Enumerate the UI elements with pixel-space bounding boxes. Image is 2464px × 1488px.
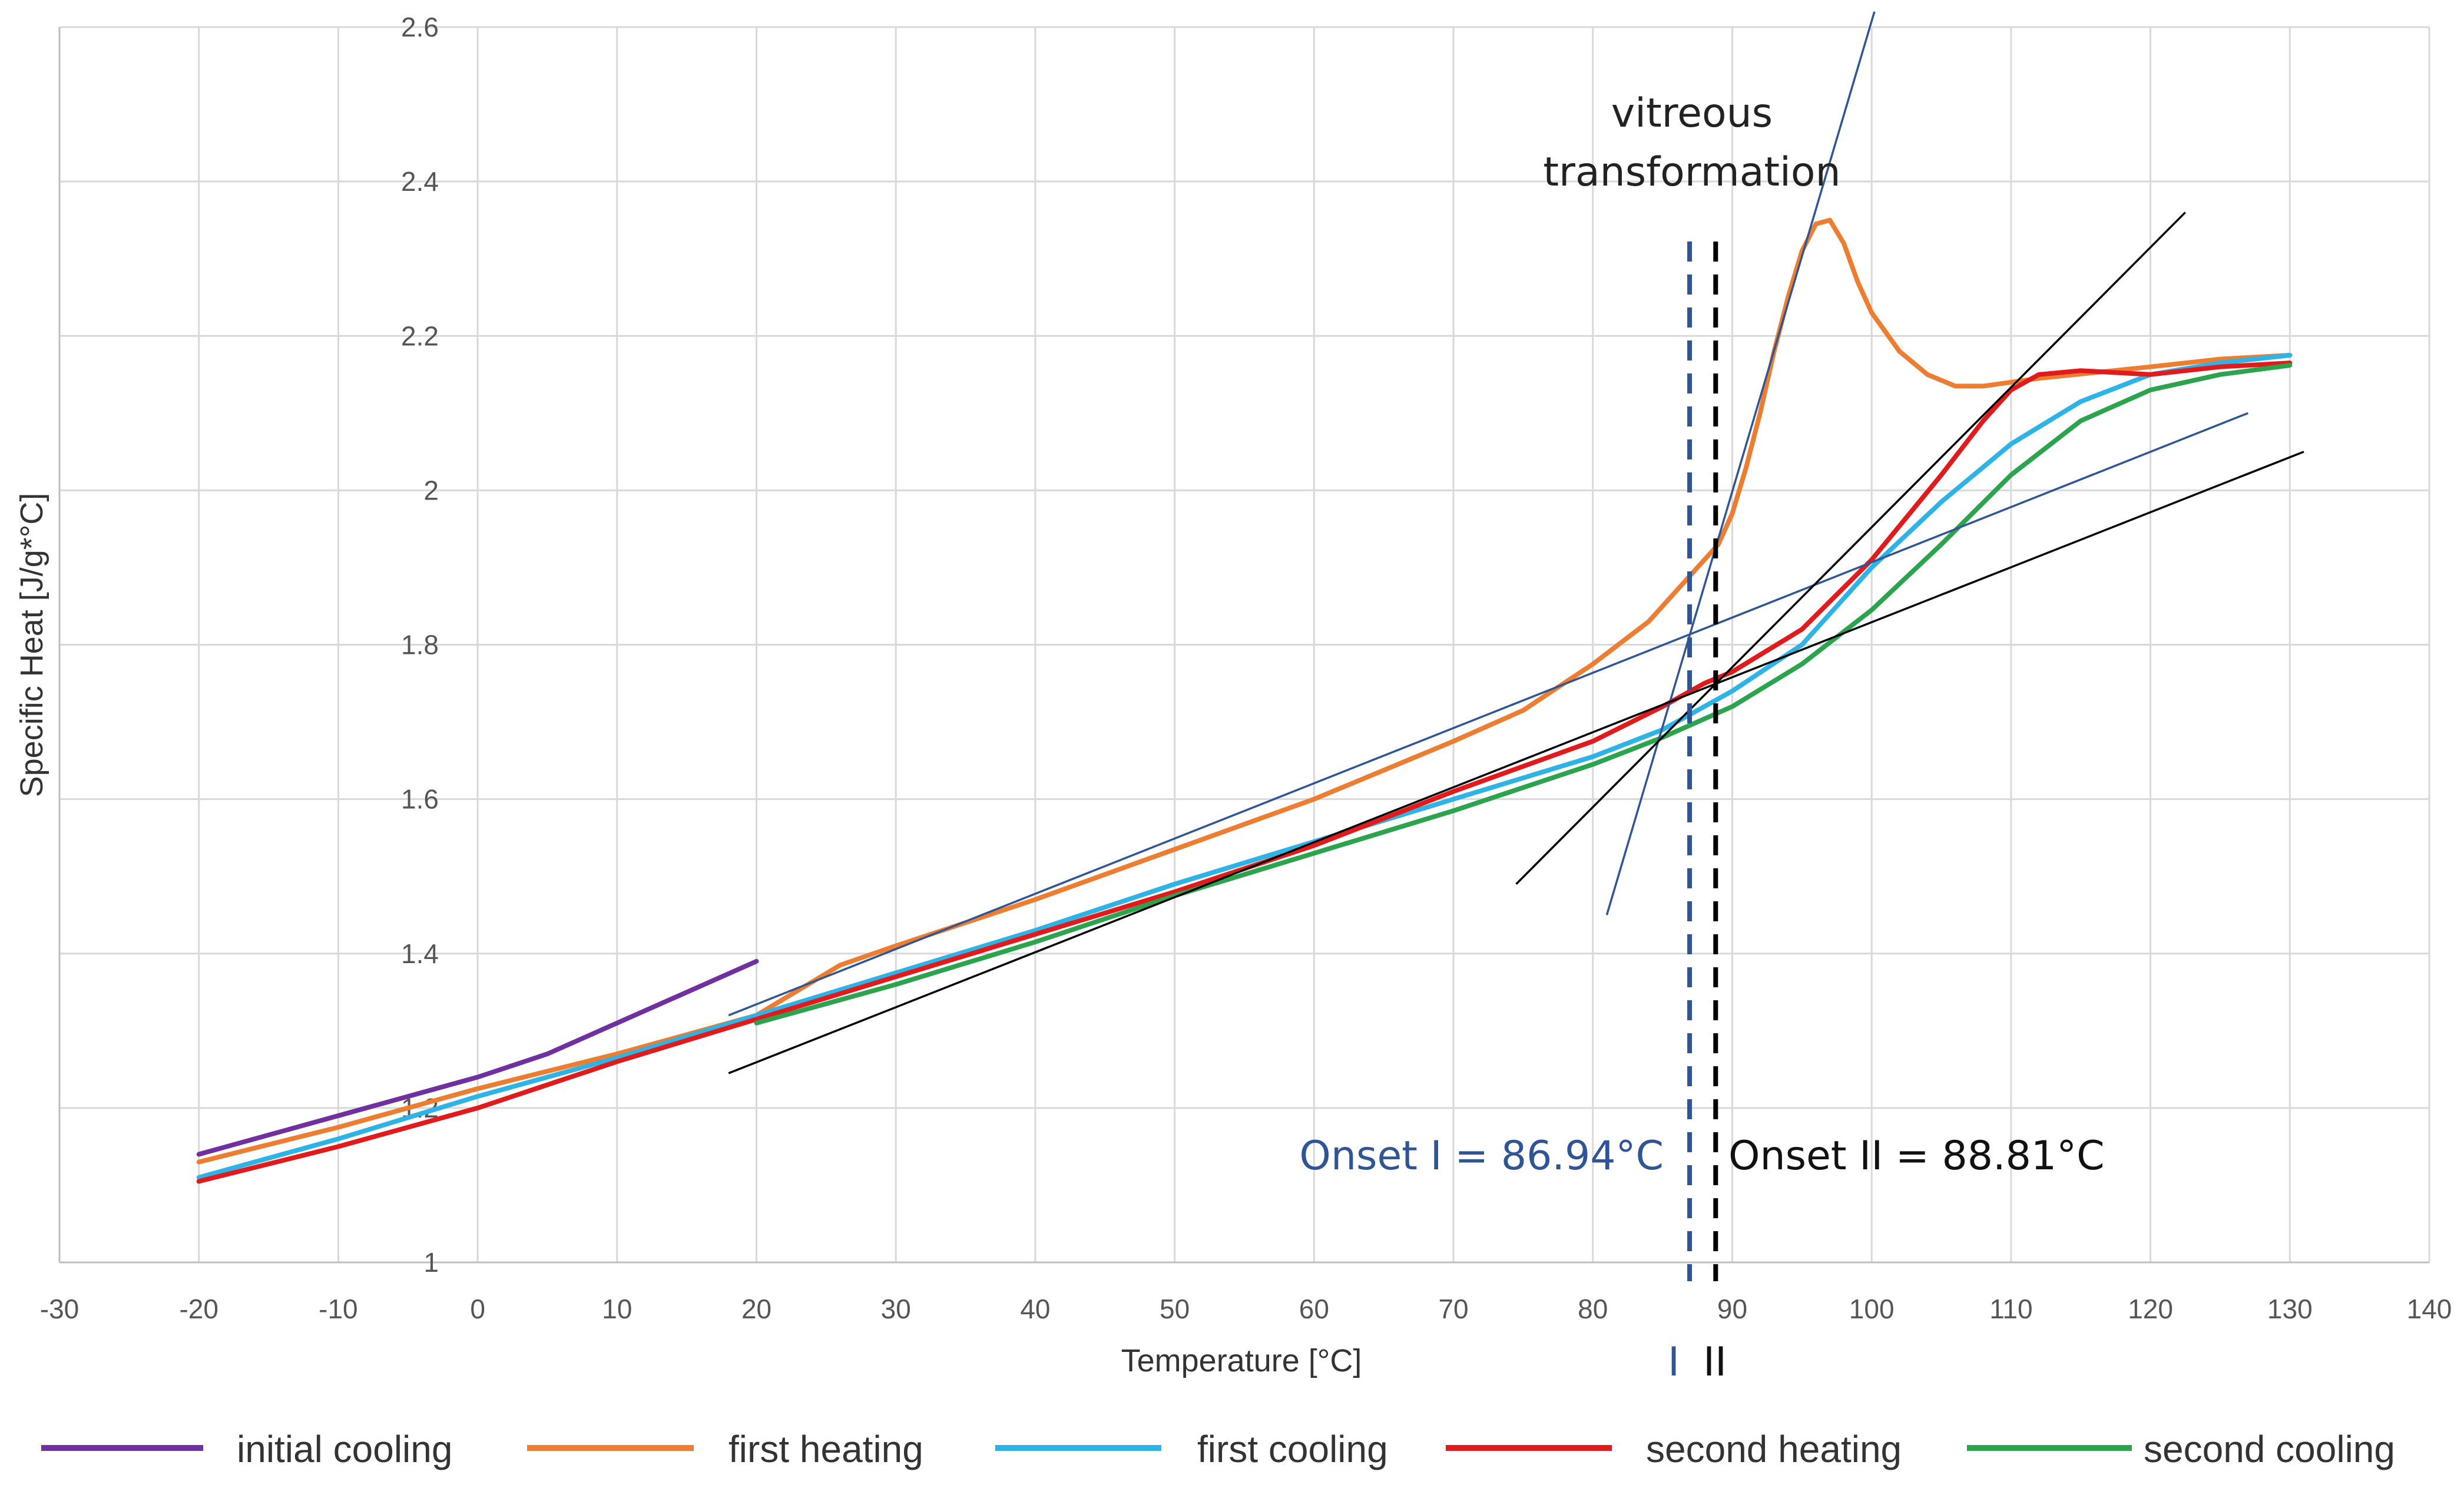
x-tick-label: 50: [1160, 1294, 1190, 1324]
series-first-heating: [196, 217, 2293, 1165]
tangent-II-baseline: [728, 451, 2304, 1074]
x-tick-label: -10: [319, 1294, 357, 1324]
y-tick-label: 2.6: [401, 12, 439, 42]
x-tick-label: -20: [179, 1294, 218, 1324]
x-tick-label: 80: [1578, 1294, 1608, 1324]
series-second-heating: [196, 361, 2293, 1184]
series-first-cooling: [196, 353, 2293, 1180]
y-tick-label: 1.8: [401, 630, 439, 660]
gridlines: [59, 26, 2430, 1262]
series-initial-cooling: [196, 958, 759, 1157]
y-tick-label: 1: [423, 1247, 439, 1278]
y-tick-label: 1.4: [401, 938, 439, 969]
tangent-lines: [728, 11, 2304, 1074]
y-axis-title: Specific Heat [J/g*°C]: [14, 493, 49, 798]
x-tick-label: 20: [741, 1294, 771, 1324]
x-tick-label: 90: [1717, 1294, 1747, 1324]
x-tick-labels: -30 -20 -10 0 10 20 30 40 50 60 70 80 90 100 110 120 130…: [40, 1294, 2452, 1324]
y-tick-label: 1.6: [401, 784, 439, 815]
legend-label-first-cooling: first cooling: [1197, 1428, 1388, 1470]
y-tick-label: 2: [423, 475, 439, 505]
onset-ii-axis-marker: II: [1703, 1339, 1727, 1386]
x-tick-label: 0: [470, 1294, 485, 1324]
x-tick-label: 10: [602, 1294, 632, 1324]
series-second-cooling: [754, 363, 2293, 1026]
tangent-I-steep: [1605, 11, 1876, 915]
onset-i-label: Onset I = 86.94°C: [1299, 1133, 1664, 1179]
onset-markers: [1687, 242, 1718, 1281]
x-tick-label: 60: [1299, 1294, 1329, 1324]
x-tick-label: 70: [1438, 1294, 1468, 1324]
x-tick-label: 100: [1849, 1294, 1895, 1324]
x-tick-label: 40: [1020, 1294, 1050, 1324]
x-tick-label: 110: [1989, 1294, 2032, 1324]
x-tick-label: 120: [2128, 1294, 2173, 1324]
tangent-II-steep: [1515, 211, 2187, 885]
onset-i-axis-marker: I: [1668, 1339, 1680, 1386]
onset-ii-label: Onset II = 88.81°C: [1728, 1133, 2105, 1179]
legend-label-first-heating: first heating: [728, 1428, 923, 1470]
annotation-vitreous: vitreous: [1611, 90, 1773, 137]
x-tick-label: 140: [2407, 1294, 2452, 1324]
x-tick-label: -30: [40, 1294, 79, 1324]
legend: initial cooling first heating first coolin…: [41, 1428, 2395, 1470]
tangent-I-baseline: [728, 412, 2248, 1017]
legend-label-second-cooling: second cooling: [2144, 1428, 2395, 1470]
x-tick-label: 30: [881, 1294, 911, 1324]
data-series: [196, 217, 2293, 1184]
annotation-transformation: transformation: [1543, 149, 1840, 196]
x-axis-title: Temperature [°C]: [1121, 1343, 1362, 1378]
y-tick-label: 2.4: [401, 166, 439, 197]
x-tick-label: 130: [2267, 1294, 2313, 1324]
y-tick-label: 2.2: [401, 320, 439, 351]
legend-label-second-heating: second heating: [1646, 1428, 1902, 1470]
axes: [58, 27, 2429, 1264]
legend-label-initial-cooling: initial cooling: [237, 1428, 452, 1470]
